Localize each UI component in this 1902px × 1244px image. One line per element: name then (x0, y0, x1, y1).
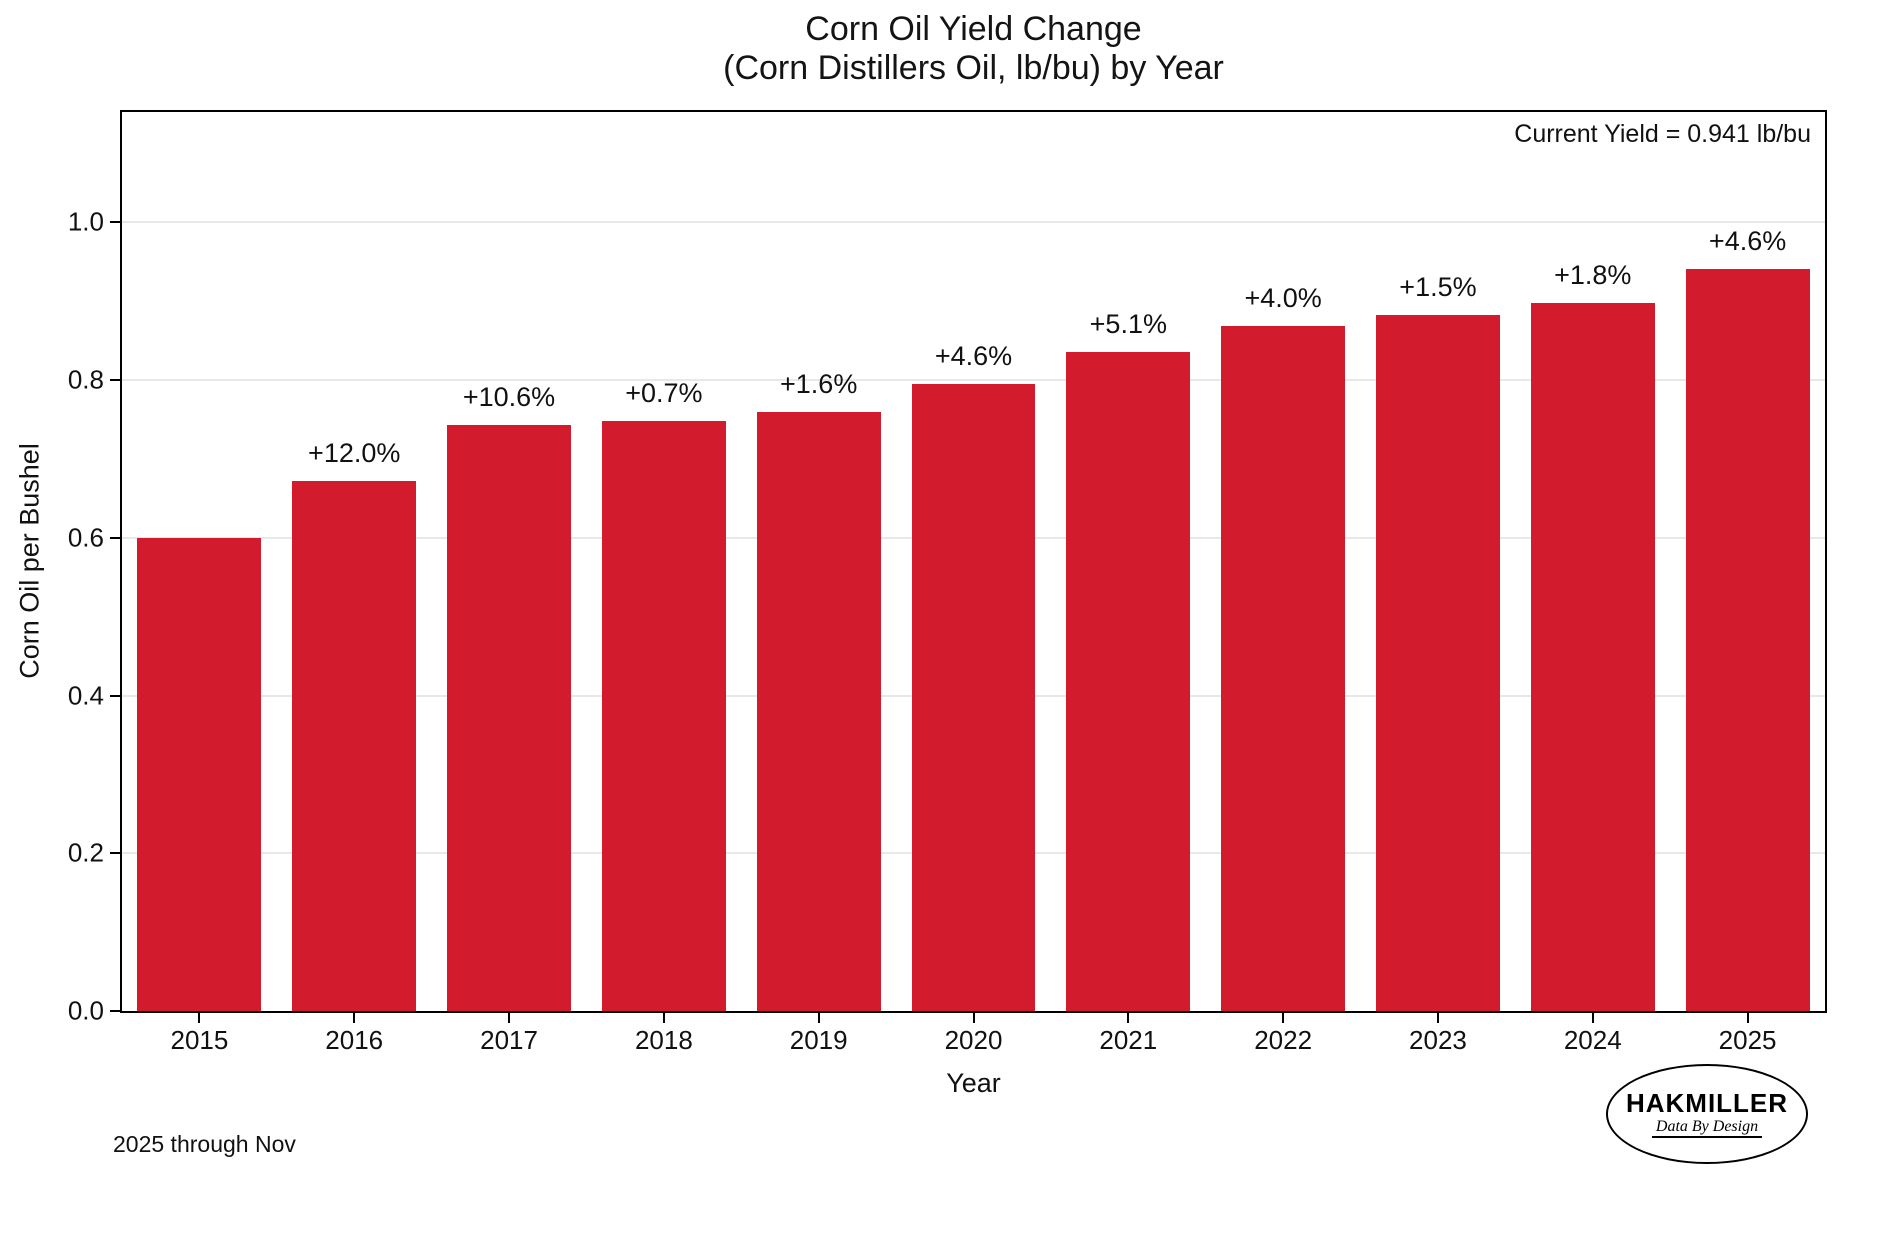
bar-2018 (601, 421, 726, 1011)
x-tick-label-2025: 2025 (1718, 1025, 1777, 1055)
x-tick-label-2015: 2015 (170, 1025, 229, 1055)
x-tick-label-2024: 2024 (1563, 1025, 1622, 1055)
y-tick-mark-1.0 (110, 221, 120, 224)
bar-value-label-2022: +4.0% (1244, 282, 1322, 313)
footnote: 2025 through Nov (113, 1131, 296, 1157)
bar-value-label-2023: +1.5% (1399, 272, 1477, 303)
x-axis-label: Year (946, 1068, 1001, 1098)
y-tick-label-0.2: 0.2 (67, 837, 104, 868)
y-tick-mark-0.2 (110, 852, 120, 855)
x-tick-label-2021: 2021 (1099, 1025, 1158, 1055)
y-tick-label-0.0: 0.0 (67, 995, 104, 1026)
bar-2017 (447, 425, 571, 1011)
x-tick-mark-2015 (198, 1013, 201, 1023)
x-tick-label-2018: 2018 (634, 1025, 693, 1055)
bar-value-label-2020: +4.6% (934, 341, 1013, 372)
bar-2021 (1066, 351, 1191, 1011)
chart-title-line2: (Corn Distillers Oil, lb/bu) by Year (723, 49, 1224, 87)
bar-value-label-2017: +10.6% (462, 382, 556, 413)
x-tick-mark-2018 (662, 1013, 665, 1023)
bar-value-label-2024: +1.8% (1554, 259, 1632, 290)
x-tick-label-2016: 2016 (325, 1025, 384, 1055)
bar-value-label-2021: +5.1% (1089, 308, 1167, 339)
x-tick-mark-2017 (508, 1013, 511, 1023)
bar-value-label-2018: +0.7% (625, 378, 703, 409)
x-tick-mark-2022 (1282, 1013, 1285, 1023)
bar-value-label-2025: +4.6% (1708, 225, 1787, 256)
bar-2015 (137, 537, 262, 1011)
chart-title: Corn Oil Yield Change (Corn Distillers O… (120, 10, 1827, 88)
x-tick-label-2022: 2022 (1254, 1025, 1313, 1055)
bar-2025 (1685, 268, 1810, 1011)
bar-2019 (756, 411, 881, 1011)
logo-name: HAKMILLER (1625, 1088, 1789, 1118)
bar-2022 (1221, 325, 1346, 1011)
current-yield-annotation: Current Yield = 0.941 lb/bu (1514, 120, 1811, 148)
y-tick-mark-0.6 (110, 536, 120, 539)
x-tick-mark-2023 (1436, 1013, 1439, 1023)
gridline-y-1.0 (122, 221, 1825, 224)
bar-2020 (911, 384, 1036, 1011)
x-tick-mark-2020 (972, 1013, 975, 1023)
y-tick-mark-0.4 (110, 694, 120, 697)
y-tick-mark-0.8 (110, 379, 120, 382)
x-tick-mark-2025 (1746, 1013, 1749, 1023)
gridline-y-0.8 (122, 379, 1825, 382)
y-axis-label: Corn Oil per Bushel (14, 443, 45, 679)
y-tick-label-0.6: 0.6 (67, 522, 104, 553)
bar-2016 (292, 481, 417, 1011)
bar-2023 (1376, 315, 1500, 1011)
chart-title-line1: Corn Oil Yield Change (805, 10, 1142, 48)
x-tick-mark-2019 (817, 1013, 820, 1023)
y-tick-label-0.8: 0.8 (67, 364, 104, 395)
plot-area: Current Yield = 0.941 lb/bu 0.0 0.2 0.4 0.6… (68, 110, 1827, 1055)
hakmiller-logo: HAKMILLER Data By Design (1606, 1064, 1808, 1164)
y-tick-label-1.0: 1.0 (67, 206, 104, 237)
x-tick-mark-2016 (353, 1013, 356, 1023)
bar-value-label-2019: +1.6% (780, 368, 858, 399)
bar-2024 (1530, 302, 1655, 1011)
x-tick-mark-2021 (1127, 1013, 1130, 1023)
y-tick-mark-0.0 (110, 1010, 120, 1012)
x-tick-label-2023: 2023 (1409, 1025, 1467, 1055)
x-tick-label-2017: 2017 (480, 1025, 538, 1055)
y-tick-label-0.4: 0.4 (67, 680, 104, 711)
bar-value-label-2016: +12.0% (308, 438, 401, 469)
logo-tagline: Data By Design (1651, 1118, 1763, 1138)
x-tick-label-2020: 2020 (944, 1025, 1003, 1055)
x-tick-label-2019: 2019 (789, 1025, 848, 1055)
x-tick-mark-2024 (1591, 1013, 1594, 1023)
